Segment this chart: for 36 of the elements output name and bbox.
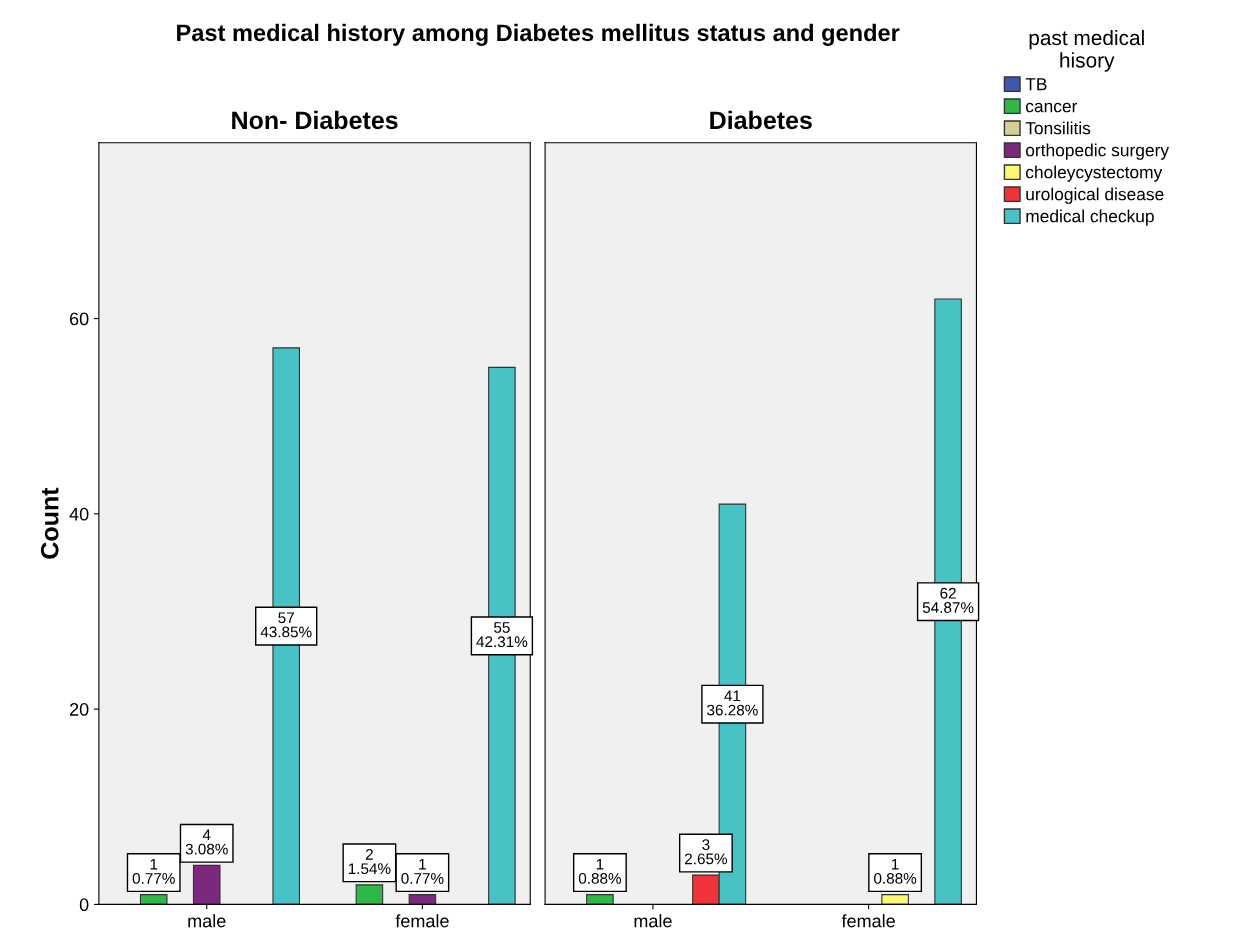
data-label: 1 0.77% (401, 858, 444, 884)
bar (408, 894, 437, 905)
data-label: 2 1.54% (348, 848, 391, 875)
data-label: 55 42.31% (476, 622, 528, 648)
bar (586, 894, 614, 905)
data-label: 1 0.88% (874, 858, 917, 884)
x-tick-label: female (841, 914, 895, 928)
x-tick-label: male (188, 914, 226, 928)
legend-label: medical checkup (1026, 209, 1154, 226)
bar (139, 894, 168, 905)
y-tick-label: 20 (69, 703, 89, 716)
data-label: 1 0.88% (578, 858, 622, 884)
legend-label: Tonsilitis (1025, 121, 1091, 135)
bar (355, 884, 384, 905)
x-tick-label: male (634, 914, 672, 928)
legend-label: TB (1025, 78, 1047, 91)
data-label: 3 2.65% (685, 839, 728, 865)
legend-label: choleycystectomy (1026, 165, 1163, 182)
data-label: 57 43.85% (260, 612, 312, 638)
bar (881, 894, 909, 905)
y-tick-label: 0 (79, 898, 89, 912)
y-axis-title: Count (40, 487, 59, 559)
legend-label: cancer (1026, 102, 1078, 113)
x-tick-label: female (395, 914, 449, 928)
data-label: 1 0.77% (132, 858, 175, 884)
chart-title: Non- Diabetes (232, 110, 398, 130)
text: Past medical history among Diabetes mellitus status and gender (177, 23, 900, 46)
chart-title: Diabetes (710, 110, 812, 130)
y-tick-label: 60 (69, 312, 89, 326)
y-tick-label: 40 (69, 507, 89, 521)
legend-title: past medical hisory (1029, 29, 1144, 72)
data-label: 4 3.08% (185, 829, 228, 855)
data-label: 41 36.28% (707, 690, 758, 716)
data-label: 62 54.87% (922, 587, 974, 613)
legend-label: orthopedic surgery (1025, 143, 1170, 160)
legend-label: urological disease (1026, 187, 1164, 204)
